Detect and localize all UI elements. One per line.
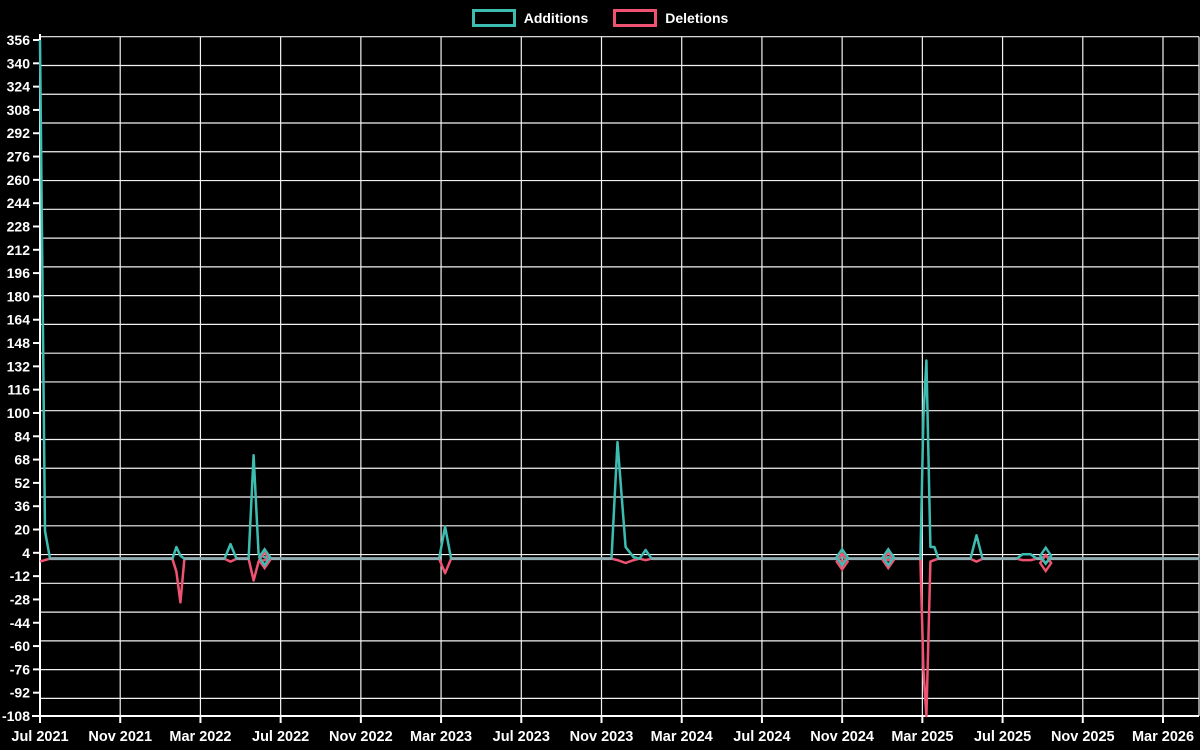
- y-tick-label: 308: [7, 102, 31, 118]
- legend-deletions-label: Deletions: [665, 10, 729, 26]
- y-tick-label: 100: [7, 405, 31, 421]
- y-tick-label: -92: [10, 685, 30, 701]
- additions-point-marker: [835, 547, 850, 568]
- y-tick-label: 52: [14, 475, 30, 491]
- deletions-swatch-icon: [613, 9, 658, 27]
- y-tick-label: 324: [7, 79, 31, 95]
- additions-swatch-icon: [471, 9, 516, 27]
- x-tick-label: Mar 2025: [891, 729, 953, 745]
- y-tick-label: 36: [14, 498, 30, 514]
- y-tick-label: 180: [7, 288, 31, 304]
- y-tick-label: 116: [7, 382, 30, 398]
- y-tick-label: 356: [7, 32, 31, 48]
- deletions-point-marker: [257, 549, 272, 571]
- y-tick-label: 244: [7, 195, 31, 211]
- x-tick-label: Jul 2023: [493, 729, 550, 745]
- y-tick-label: 212: [7, 242, 31, 258]
- x-tick-label: Nov 2022: [329, 729, 393, 745]
- y-tick-label: 292: [7, 125, 31, 141]
- x-tick-label: Jul 2024: [733, 729, 790, 745]
- x-tick-label: Mar 2022: [169, 729, 231, 745]
- y-tick-label: -12: [10, 568, 30, 584]
- x-tick-label: Jul 2025: [974, 729, 1031, 745]
- y-tick-label: 148: [7, 335, 31, 351]
- x-tick-label: Jul 2022: [252, 729, 309, 745]
- x-tick-label: Mar 2026: [1132, 729, 1194, 745]
- y-tick-label: -60: [10, 638, 30, 654]
- y-tick-label: -108: [2, 708, 30, 724]
- chart-legend: Additions Deletions: [0, 8, 1200, 28]
- y-tick-label: 276: [7, 149, 31, 165]
- y-tick-label: 68: [14, 452, 30, 468]
- legend-additions-label: Additions: [523, 10, 589, 26]
- y-tick-label: 340: [7, 55, 31, 71]
- x-tick-label: Nov 2025: [1051, 729, 1115, 745]
- x-tick-label: Jul 2021: [11, 729, 68, 745]
- y-tick-label: -44: [10, 615, 30, 631]
- y-tick-label: 20: [14, 522, 30, 538]
- x-tick-label: Nov 2023: [570, 729, 634, 745]
- additions-point-marker: [881, 547, 896, 568]
- legend-item-additions[interactable]: Additions: [471, 9, 589, 27]
- y-tick-label: -28: [10, 591, 30, 607]
- additions-point-marker: [257, 547, 272, 568]
- y-tick-label: 164: [7, 312, 31, 328]
- x-tick-label: Nov 2021: [88, 729, 152, 745]
- y-tick-label: 196: [7, 265, 31, 281]
- x-tick-label: Nov 2024: [810, 729, 874, 745]
- y-tick-label: 4: [22, 545, 30, 561]
- y-tick-label: 260: [7, 172, 31, 188]
- deletions-point-marker: [881, 549, 896, 571]
- y-tick-label: 132: [7, 358, 31, 374]
- additions-point-marker: [1038, 545, 1053, 566]
- y-tick-label: 84: [14, 428, 30, 444]
- y-tick-label: -76: [10, 661, 30, 677]
- y-tick-label: 228: [7, 218, 31, 234]
- x-tick-label: Mar 2024: [651, 729, 713, 745]
- legend-item-deletions[interactable]: Deletions: [613, 9, 728, 27]
- x-tick-label: Mar 2023: [410, 729, 472, 745]
